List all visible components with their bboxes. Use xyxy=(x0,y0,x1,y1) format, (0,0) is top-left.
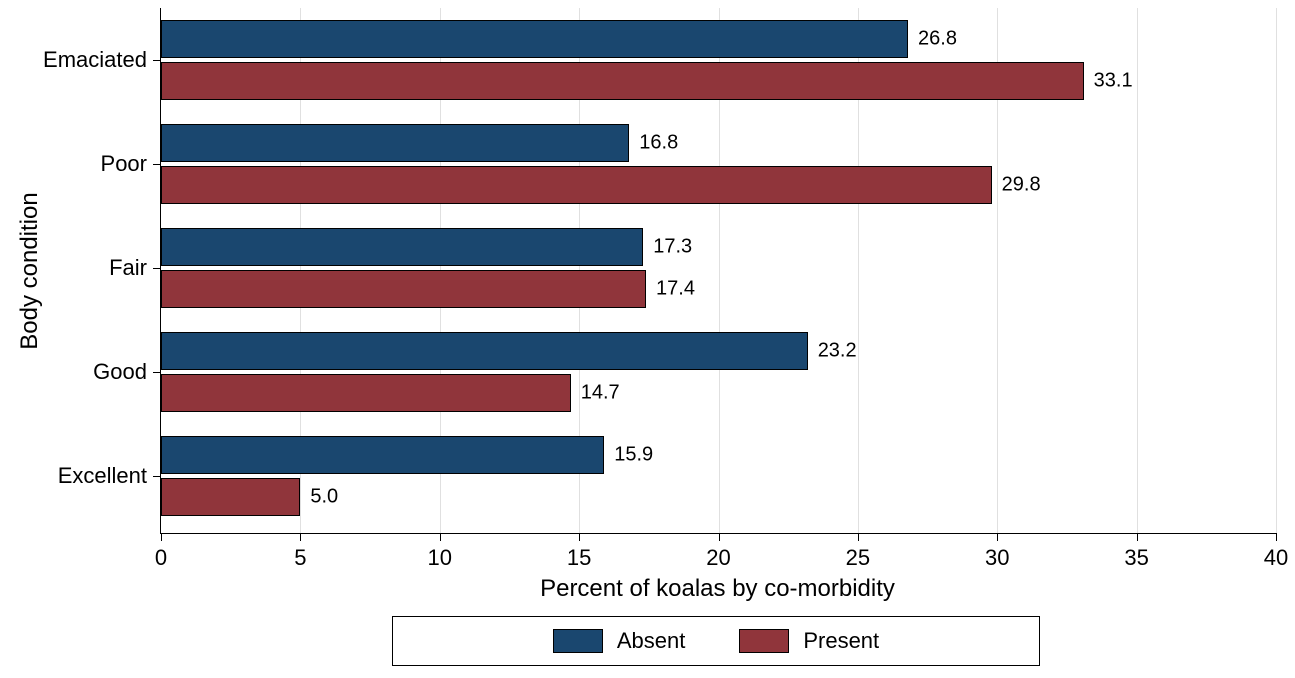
legend-item-present: Present xyxy=(739,628,879,654)
x-tick-label: 20 xyxy=(706,545,730,571)
bar-present xyxy=(161,166,992,204)
bar-value-label: 17.4 xyxy=(656,278,695,301)
y-tick-label: Fair xyxy=(109,255,147,281)
plot-area: 0510152025303540Emaciated26.833.1Poor16.… xyxy=(160,8,1276,534)
bar-present xyxy=(161,374,571,412)
bar-absent xyxy=(161,332,808,370)
bar-value-label: 5.0 xyxy=(310,486,338,509)
bar-value-label: 16.8 xyxy=(639,132,678,155)
bar-value-label: 23.2 xyxy=(818,340,857,363)
x-tick xyxy=(579,533,580,541)
bar-value-label: 33.1 xyxy=(1094,70,1133,93)
y-tick xyxy=(153,372,161,373)
x-tick-label: 40 xyxy=(1264,545,1288,571)
legend-swatch xyxy=(553,629,603,653)
legend-label: Absent xyxy=(617,628,686,654)
x-tick-label: 5 xyxy=(294,545,306,571)
bar-absent xyxy=(161,228,643,266)
bar-value-label: 29.8 xyxy=(1002,174,1041,197)
x-tick xyxy=(858,533,859,541)
y-tick xyxy=(153,60,161,61)
bar-present xyxy=(161,270,646,308)
y-tick xyxy=(153,268,161,269)
x-tick-label: 35 xyxy=(1124,545,1148,571)
x-tick xyxy=(1276,533,1277,541)
bar-absent xyxy=(161,20,908,58)
x-tick xyxy=(1137,533,1138,541)
x-tick xyxy=(440,533,441,541)
gridline xyxy=(1137,8,1138,533)
bar-present xyxy=(161,62,1084,100)
x-tick-label: 15 xyxy=(567,545,591,571)
bar-present xyxy=(161,478,300,516)
bar-value-label: 17.3 xyxy=(653,236,692,259)
x-tick-label: 25 xyxy=(846,545,870,571)
legend-label: Present xyxy=(803,628,879,654)
y-axis-title: Body condition xyxy=(16,192,44,349)
x-tick xyxy=(300,533,301,541)
chart-container: 0 5 10 15 20 25 30 35 40 Emaciated 26.8 33.1 Poor 16.… xyxy=(0,0,1295,678)
legend-swatch xyxy=(739,629,789,653)
y-tick-label: Poor xyxy=(101,151,147,177)
y-tick xyxy=(153,476,161,477)
bar-value-label: 14.7 xyxy=(581,382,620,405)
bar-absent xyxy=(161,436,604,474)
legend-item-absent: Absent xyxy=(553,628,686,654)
bar-value-label: 26.8 xyxy=(918,28,957,51)
x-axis-title: Percent of koalas by co-morbidity xyxy=(540,575,895,603)
y-tick-label: Excellent xyxy=(58,463,147,489)
y-tick-label: Good xyxy=(93,359,147,385)
x-tick-label: 30 xyxy=(985,545,1009,571)
gridline xyxy=(1276,8,1277,533)
x-tick xyxy=(997,533,998,541)
y-tick xyxy=(153,164,161,165)
y-tick-label: Emaciated xyxy=(43,47,147,73)
bar-absent xyxy=(161,124,629,162)
x-tick-label: 10 xyxy=(428,545,452,571)
x-tick xyxy=(161,533,162,541)
x-tick-label: 0 xyxy=(155,545,167,571)
x-tick xyxy=(719,533,720,541)
bar-value-label: 15.9 xyxy=(614,444,653,467)
legend: Absent Present xyxy=(392,616,1040,666)
